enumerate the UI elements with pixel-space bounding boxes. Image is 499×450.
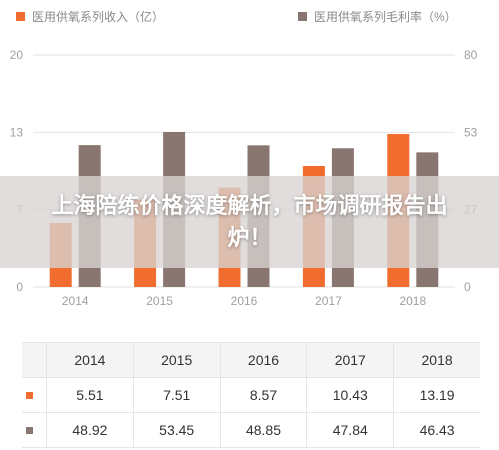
table-cell: 46.43 [419,422,455,438]
legend-income-swatch [16,12,25,21]
y-left-tick-label: 13 [10,125,24,139]
y-right-tick-label: 80 [464,48,478,62]
y-left-tick-label: 0 [16,280,23,294]
table-cell: 8.57 [221,378,308,412]
x-tick-label: 2018 [399,294,426,308]
x-tick-label: 2017 [315,294,342,308]
legend-margin: 医用供氧系列毛利率（%） [298,8,457,25]
table-header-cell: 2018 [421,352,453,368]
headline-text: 上海陪练价格深度解析，市场调研报告出炉！ [51,193,448,250]
headline-banner: 上海陪练价格深度解析，市场调研报告出炉！ [0,176,499,268]
table-cell: 13.19 [419,387,455,403]
x-tick-label: 2015 [146,294,173,308]
legend-margin-label: 医用供氧系列毛利率（%） [314,10,457,24]
table-cell: 10.43 [307,378,395,412]
y-left-tick-label: 20 [10,48,24,62]
x-tick-label: 2016 [231,294,258,308]
income-swatch [26,391,33,399]
table-header-cell: 2014 [47,343,134,377]
y-right-tick-label: 53 [464,125,478,139]
margin-swatch [26,426,33,434]
legend-income-label: 医用供氧系列收入（亿） [32,10,165,24]
legend-margin-swatch [298,12,307,21]
data-table: 2014 2015 2016 2017 2018 5.51 7.51 8.57 … [22,342,480,448]
table-cell: 48.85 [221,413,308,447]
y-right-tick-label: 0 [464,280,471,294]
legend-income: 医用供氧系列收入（亿） [16,8,164,25]
table-header-cell: 2016 [221,343,308,377]
table-header-row: 2014 2015 2016 2017 2018 [22,343,480,378]
table-row-key [22,413,47,447]
table-row-margin: 48.92 53.45 48.85 47.84 46.43 [22,413,480,448]
table-cell: 47.84 [307,413,395,447]
table-cell: 5.51 [47,378,134,412]
x-tick-label: 2014 [62,294,89,308]
bar-chart: 208013537270020142015201620172018 [10,48,478,308]
table-row-income: 5.51 7.51 8.57 10.43 13.19 [22,378,480,413]
table-cell: 48.92 [47,413,134,447]
table-cell: 7.51 [134,378,221,412]
table-corner-cell [22,343,47,377]
table-cell: 53.45 [134,413,221,447]
table-header-cell: 2017 [307,343,395,377]
table-row-key [22,378,47,412]
table-header-cell: 2015 [134,343,221,377]
